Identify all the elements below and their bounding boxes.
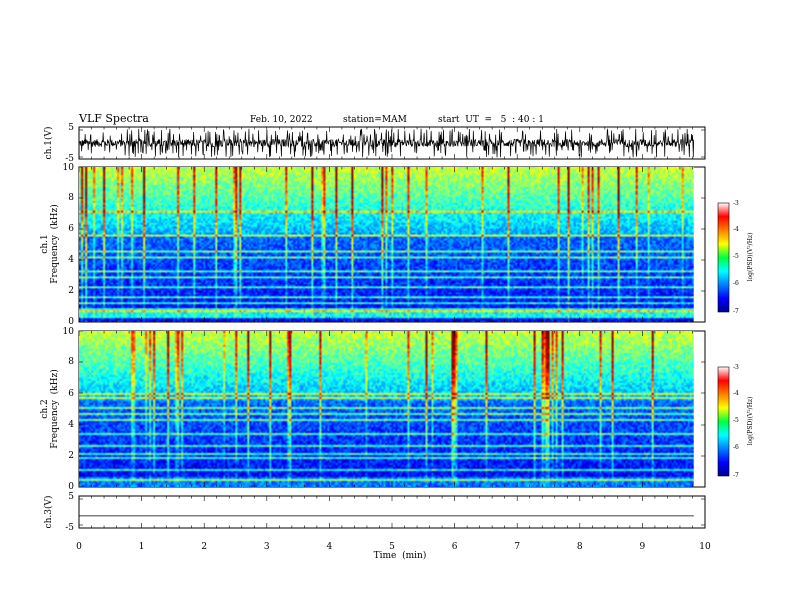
- ch1-colorbar-label: log(PSD)(V²/Hz): [747, 233, 754, 282]
- ch2-cb-tick-m6: -6: [733, 444, 739, 451]
- ch2-ytick-10: 10: [63, 327, 75, 337]
- ch1-ytick-minus5: -5: [65, 154, 74, 164]
- xtick-7: 7: [514, 542, 520, 552]
- ch1-cb-tick-m4: -4: [733, 226, 739, 233]
- ch1-ytick-5: 5: [68, 123, 74, 133]
- ch1-colorbar-gradient: [717, 202, 730, 313]
- ch2-colorbar: -3 -4 -5 -6 -7 log(PSD)(V²/Hz): [717, 364, 754, 479]
- x-axis-tick-labels: 0 1 2 3 4 5 6 7 8 9 10: [76, 542, 711, 552]
- ch3-waveform-ticks: [78, 496, 706, 528]
- ch3-waveform-panel: 5 -5 ch.3(V): [43, 492, 706, 533]
- xtick-4: 4: [327, 542, 333, 552]
- ch3-ytick-minus5: -5: [65, 523, 74, 533]
- ch1-ytick-4: 4: [68, 255, 74, 265]
- ch2-spectrogram-yticks: 0 2 4 6 8 10: [63, 327, 75, 492]
- xtick-10: 10: [699, 542, 711, 552]
- ch1-cb-tick-m7: -7: [733, 308, 739, 315]
- station-label: station=MAM: [343, 115, 407, 125]
- ch1-spectrogram-yticks: 0 2 4 6 8 10: [63, 163, 75, 327]
- ch1-spectrogram-ticks: [78, 166, 706, 323]
- xtick-8: 8: [577, 542, 583, 552]
- start-time-label: start UT = 5 : 40 : 1: [438, 115, 544, 125]
- ch2-ytick-4: 4: [68, 420, 74, 430]
- ch2-colorbar-gradient: [717, 366, 730, 477]
- ch1-spectrogram-image: [79, 167, 694, 322]
- x-axis-label: Time (min): [374, 550, 427, 561]
- ch1-ytick-10: 10: [63, 163, 75, 173]
- xtick-2: 2: [201, 542, 207, 552]
- figure-title: VLF Spectra: [78, 112, 149, 125]
- ch2-ylabel-channel: ch.2: [40, 399, 50, 418]
- ch2-cb-tick-m5: -5: [733, 417, 739, 424]
- ch1-ytick-2: 2: [68, 286, 74, 296]
- ch2-ytick-8: 8: [68, 357, 74, 367]
- ch2-cb-tick-m7: -7: [733, 472, 739, 479]
- ch1-waveform-ticks: [78, 127, 706, 159]
- xtick-9: 9: [640, 542, 646, 552]
- ch1-waveform-panel: 5 -5 ch.1(V): [43, 123, 706, 164]
- ch2-spectrogram-panel: 0 2 4 6 8 10 ch.2 Frequency (kHz): [40, 327, 706, 492]
- ch3-ylabel: ch.3(V): [43, 496, 54, 529]
- ch2-cb-tick-m4: -4: [733, 390, 739, 397]
- ch2-spectrogram-image: [79, 331, 694, 487]
- ch1-ytick-0: 0: [68, 317, 74, 327]
- ch1-waveform-trace: [78, 128, 695, 158]
- ch2-colorbar-label: log(PSD)(V²/Hz): [747, 397, 754, 446]
- ch1-cb-tick-m3: -3: [733, 200, 739, 207]
- ch2-spectrogram-ticks: [78, 330, 706, 488]
- ch1-spectrogram-panel: 0 2 4 6 8 10 ch.1 Frequency (kHz): [40, 163, 706, 327]
- ch2-ylabel-frequency: Frequency (kHz): [49, 369, 60, 448]
- xtick-1: 1: [139, 542, 145, 552]
- ch2-cb-tick-m3: -3: [733, 364, 739, 371]
- ch1-ytick-6: 6: [68, 224, 74, 234]
- xtick-6: 6: [452, 542, 458, 552]
- ch1-cb-tick-m6: -6: [733, 280, 739, 287]
- xtick-3: 3: [264, 542, 270, 552]
- date-label: Feb. 10, 2022: [250, 115, 313, 125]
- ch1-ylabel-frequency: Frequency (kHz): [49, 204, 60, 283]
- ch1-cb-tick-m5: -5: [733, 253, 739, 260]
- xtick-5: 5: [389, 542, 395, 552]
- ch3-ytick-5: 5: [68, 492, 74, 502]
- ch2-ytick-2: 2: [68, 451, 74, 461]
- ch1-ylabel: ch.1(V): [43, 127, 54, 160]
- ch1-colorbar: -3 -4 -5 -6 -7 log(PSD)(V²/Hz): [717, 200, 754, 315]
- ch1-ylabel-channel: ch.1: [40, 234, 50, 253]
- ch2-ytick-0: 0: [68, 482, 74, 492]
- xtick-0: 0: [76, 542, 82, 552]
- ch1-ytick-8: 8: [68, 193, 74, 203]
- ch2-ytick-6: 6: [68, 389, 74, 399]
